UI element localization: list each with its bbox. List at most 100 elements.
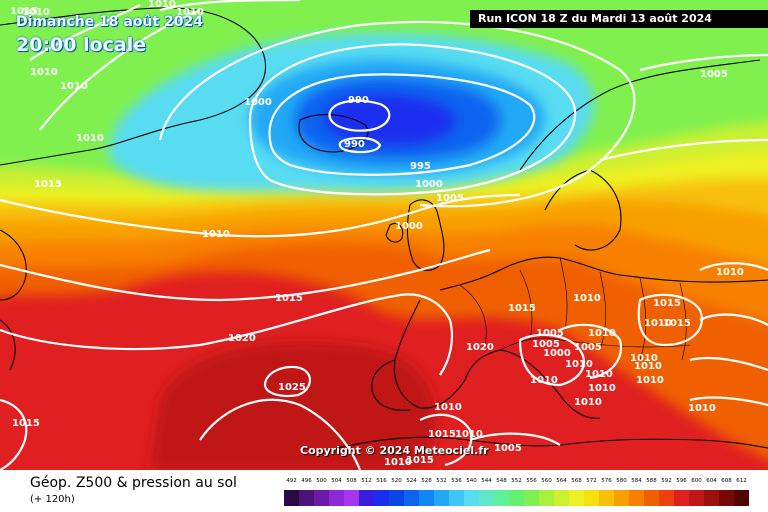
isobar-label: 1005 [574,342,602,353]
isobar-label: 1010 [573,293,601,304]
isobar-label: 1015 [12,418,40,429]
isobar-990b [338,136,382,154]
legend-swatch [554,490,569,506]
legend-tick-label: 500 [316,478,327,484]
isobar-label: 1005 [532,339,560,350]
isobar-label: 1015 [508,303,536,314]
isobar-label: 1005 [700,69,728,80]
isobar-label: 1010 [434,402,462,413]
isobar-label: 1005 [436,193,464,204]
legend-swatch [434,490,449,506]
isobar-label: 1015 [653,298,681,309]
legend-tick-label: 520 [391,478,402,484]
legend-tick-label: 564 [556,478,567,484]
forecast-time: 20:00 locale [16,34,147,56]
isobar-label: 1020 [466,342,494,353]
legend-tick-label: 492 [286,478,297,484]
europe-coast [393,256,768,419]
model-run-label: Run ICON 18 Z du Mardi 13 août 2024 [470,10,768,28]
isobar-label: 1010 [634,361,662,372]
legend-swatch [569,490,584,506]
legend-swatch [419,490,434,506]
isobar-label: 1010 [588,383,616,394]
forecast-lead: (+ 120h) [30,494,75,505]
legend-swatch [674,490,689,506]
isobar-label: 1010 [588,328,616,339]
isobar-1015 [0,248,491,302]
greenland-coast [0,7,267,166]
legend-tick-label: 496 [301,478,312,484]
legend-tick-label: 516 [376,478,387,484]
legend-tick-label: 588 [646,478,657,484]
legend-swatch [509,490,524,506]
isobar-label: 1010 [384,457,412,468]
isobar-1010-mid [0,193,521,238]
isobar-1000 [248,43,577,196]
isobar-label: 1005 [536,328,564,339]
legend-tick-label: 576 [601,478,612,484]
isobar-label: 1015 [406,455,434,466]
isobar-label: 1010 [636,375,664,386]
legend-swatch [464,490,479,506]
legend-tick-label: 532 [436,478,447,484]
legend-tick-label: 540 [466,478,477,484]
isobar-label: 1010 [148,0,176,10]
color-legend: 492 496 500 504 508 512 516 520 524 528 532 536 540 5… [284,478,752,510]
legend-swatch [689,490,704,506]
isobar-label: 995 [410,161,431,172]
legend-tick-label: 612 [736,478,747,484]
legend-tick-label: 600 [691,478,702,484]
legend-tick-label: 544 [481,478,492,484]
isobar-label: 1010 [716,267,744,278]
legend-swatch [299,490,314,506]
isobar-label: 1010 [202,229,230,240]
isobar-label: 1000 [543,348,571,359]
isobar-1015-balkan [637,293,703,347]
isobar-1010-med [419,413,561,467]
iceland-coast [298,114,369,153]
map-title: Géop. Z500 & pression au sol [30,475,237,491]
isobar-1020 [0,293,454,376]
isobar-label: 1010 [22,7,50,18]
legend-swatch [539,490,554,506]
isobar-1020-south [199,398,362,470]
isobar-995 [268,73,536,176]
isobars [0,0,768,470]
coastlines [0,7,768,451]
isobar-label: 1010 [585,369,613,380]
isobar-label: 1015 [275,293,303,304]
legend-tick-label: 604 [706,478,717,484]
isobar-label: 1015 [10,6,38,17]
legend-swatch [344,490,359,506]
isobar-label: 1025 [278,382,306,393]
legend-tick-label: 504 [331,478,342,484]
legend-tick-label: 592 [661,478,672,484]
isobar-label: 1010 [76,133,104,144]
isobar-1010-north [29,0,301,131]
legend-swatch [389,490,404,506]
legend-swatch [734,490,749,506]
isobar-1015-sw [0,398,28,470]
legend-tick-label: 548 [496,478,507,484]
isobar-label: 1015 [428,429,456,440]
isobar-1025 [263,365,311,398]
forecast-date: Dimanche 18 août 2024 [16,14,203,30]
legend-tick-label: 556 [526,478,537,484]
legend-swatch [584,490,599,506]
isobar-label: 1005 [494,443,522,454]
legend-swatch [329,490,344,506]
band-high-south [150,342,437,470]
legend-swatch [614,490,629,506]
isobar-1010-europe [518,323,623,387]
isobar-990 [328,99,391,132]
legend-tick-label: 512 [361,478,372,484]
isobar-label: 1010 [644,318,672,329]
iberia-coast [371,359,411,411]
isobar-label: 1010 [630,353,658,364]
legend-swatch [494,490,509,506]
legend-swatch [644,490,659,506]
legend-tick-label: 552 [511,478,522,484]
canada-coast [0,229,27,371]
isobar-label: 1010 [455,429,483,440]
